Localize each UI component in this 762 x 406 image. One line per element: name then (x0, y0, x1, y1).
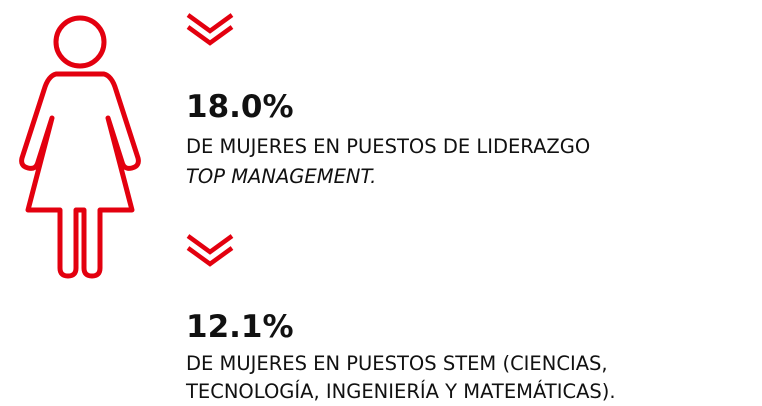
stat-text: TOP MANAGEMENT. (186, 165, 376, 188)
stat-value: 18.0% (186, 89, 294, 125)
chevron (186, 13, 234, 46)
chevron (186, 234, 234, 267)
stat-value: 12.1% (186, 309, 294, 345)
stat-text: DE MUJERES EN PUESTOS STEM (CIENCIAS, (186, 352, 608, 375)
stat-text: DE MUJERES EN PUESTOS DE LIDERAZGO (186, 135, 590, 158)
stat-text: TECNOLOGÍA, INGENIERÍA Y MATEMÁTICAS). (185, 380, 616, 403)
woman-icon (19, 15, 141, 279)
